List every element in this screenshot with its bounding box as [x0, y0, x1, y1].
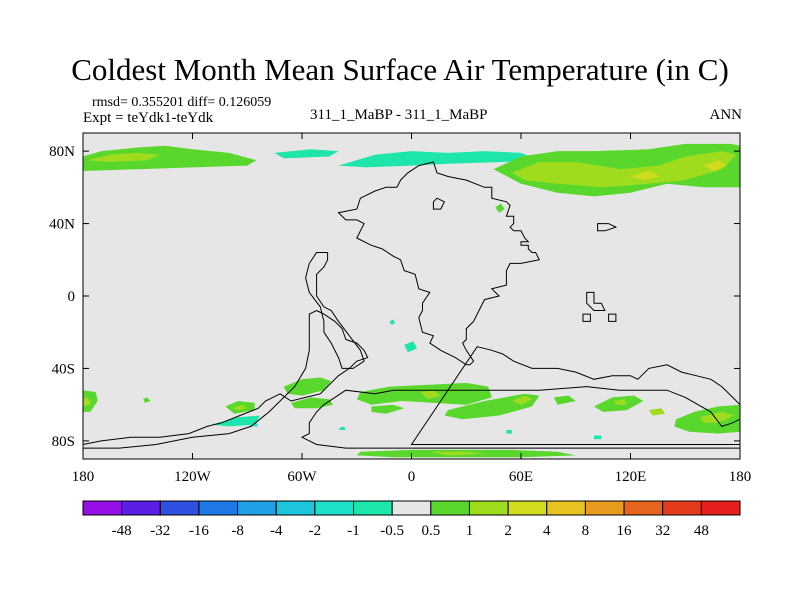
experiment-label: Expt = teYdk1-teYdk	[83, 110, 214, 126]
region-arctic-band-pacific-west	[83, 145, 257, 171]
y-tick-label: 40N	[49, 217, 75, 233]
region-cyan-dot-south-2	[506, 430, 512, 434]
island-outline-3	[586, 291, 606, 311]
region-indian-ocean-green-2	[553, 395, 576, 405]
south-america-outline	[83, 309, 369, 449]
x-tick-label: 180	[729, 469, 752, 485]
region-south-pacific-tiny	[143, 397, 151, 403]
island-outline-5	[608, 313, 617, 322]
region-north-atlantic-dot	[495, 203, 505, 213]
x-tick-label: 0	[408, 469, 416, 485]
y-tick-label: 80S	[52, 434, 75, 450]
colorbar-swatch	[314, 500, 355, 516]
region-arctic-cyan-pacific	[274, 149, 339, 159]
x-tick-label: 120W	[174, 469, 212, 485]
region-south-pacific-blue-1	[230, 419, 239, 425]
colorbar-swatch	[584, 500, 625, 516]
colorbar-label: 48	[694, 523, 709, 539]
case-names: 311_1_MaBP - 311_1_MaBP	[310, 107, 488, 123]
y-tick-label: 80N	[49, 144, 75, 160]
colorbar-swatch	[430, 500, 470, 516]
region-antarctic-yellow-sliver	[429, 451, 485, 456]
region-cyan-dot-south-3	[594, 435, 602, 440]
x-tick-label: 120E	[615, 469, 647, 485]
colorbar-label: -32	[150, 523, 170, 539]
colorbar-swatch	[507, 500, 548, 516]
colorbar-label: 4	[543, 523, 551, 539]
colorbar-label: 0.5	[421, 523, 440, 539]
eurasia-east-outline	[300, 346, 740, 449]
colorbar-swatch	[159, 500, 200, 516]
x-tick-label: 60W	[287, 469, 317, 485]
x-tick-label: 60E	[509, 469, 533, 485]
colorbar-label: -2	[309, 523, 322, 539]
region-arctic-yellow-patch-west	[86, 152, 160, 162]
colorbar-label: -16	[189, 523, 209, 539]
region-indian-ocean-yellow	[511, 395, 532, 405]
colorbar-swatch	[391, 500, 432, 516]
y-tick-label: 40S	[52, 361, 75, 377]
colorbar-swatch	[237, 500, 277, 516]
chart-title: Coldest Month Mean Surface Air Temperatu…	[71, 52, 729, 87]
x-tick-label: 180	[72, 469, 95, 485]
colorbar-swatch	[546, 500, 586, 516]
colorbar-swatch	[700, 500, 741, 516]
colorbar-swatch	[353, 500, 393, 516]
colorbar-label: -4	[270, 523, 283, 539]
colorbar-label: -1	[347, 523, 360, 539]
region-south-atlantic-green-2	[371, 404, 405, 414]
stats-text: rmsd= 0.355201 diff= 0.126059	[92, 95, 272, 110]
y-tick-label: 0	[68, 289, 76, 305]
island-outline-4	[582, 313, 591, 322]
north-america-outline	[337, 161, 541, 366]
colorbar-label: -0.5	[380, 523, 404, 539]
region-africa-east-cyan-dot	[404, 341, 417, 353]
region-arctic-cyan-atlantic	[338, 151, 540, 168]
colorbar-label: 1	[466, 523, 474, 539]
colorbar-swatch	[275, 500, 316, 516]
colorbar-label: 32	[655, 523, 670, 539]
season-label: ANN	[709, 107, 743, 123]
island-outline-2	[597, 223, 618, 232]
colorbar-swatch	[468, 500, 509, 516]
region-siberia-orange-spot	[703, 160, 728, 171]
island-outline-1	[432, 197, 446, 210]
colorbar-label: 16	[617, 523, 633, 539]
region-atlantic-equatorial-dot	[389, 319, 396, 325]
region-drake-green	[283, 377, 332, 396]
colorbar-swatch	[82, 500, 123, 516]
colorbar-swatch	[662, 500, 702, 516]
region-south-atlantic-yellow	[420, 390, 441, 400]
region-southern-ocean-east-yellow	[699, 411, 735, 423]
africa-outline	[305, 252, 365, 369]
region-southern-ocean-east-yellow-2	[648, 408, 666, 416]
colorbar-label: -8	[231, 523, 244, 539]
colorbar-swatch	[121, 500, 161, 516]
region-cyan-dot-south-1	[338, 426, 346, 430]
region-siberia-orange-spot-2	[630, 171, 660, 181]
region-australia-south-yellow	[614, 399, 627, 405]
colorbar-label: 2	[504, 523, 512, 539]
colorbar-label: -48	[112, 523, 132, 539]
colorbar-label: 8	[582, 523, 590, 539]
colorbar-swatch	[623, 500, 664, 516]
colorbar-swatch	[198, 500, 239, 516]
region-south-pacific-yellow-1	[232, 404, 248, 411]
region-siberia-yellow	[511, 151, 737, 188]
region-south-pacific-yellow-west	[83, 397, 91, 407]
